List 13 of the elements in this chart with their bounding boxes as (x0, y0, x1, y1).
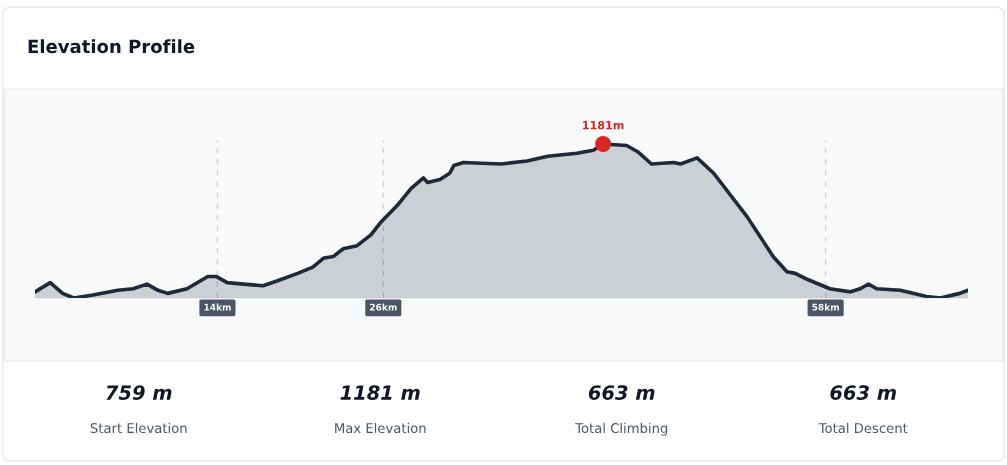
x-tick-label: 58km (812, 303, 839, 311)
x-tick-label: 26km (370, 303, 397, 311)
text: Total Climbing (575, 422, 668, 436)
text: 759 m (106, 385, 172, 400)
text: Start Elevation (90, 422, 187, 434)
text: 663 m (830, 385, 896, 400)
text: Total Descent (818, 422, 908, 434)
chart-title: Elevation Profile (28, 39, 195, 54)
annotation: 1181m (583, 120, 624, 130)
text: 1181 m (340, 385, 420, 400)
text: Max Elevation (335, 422, 426, 434)
x-tick-label: 14km (204, 303, 231, 311)
text: 663 m (588, 385, 655, 400)
